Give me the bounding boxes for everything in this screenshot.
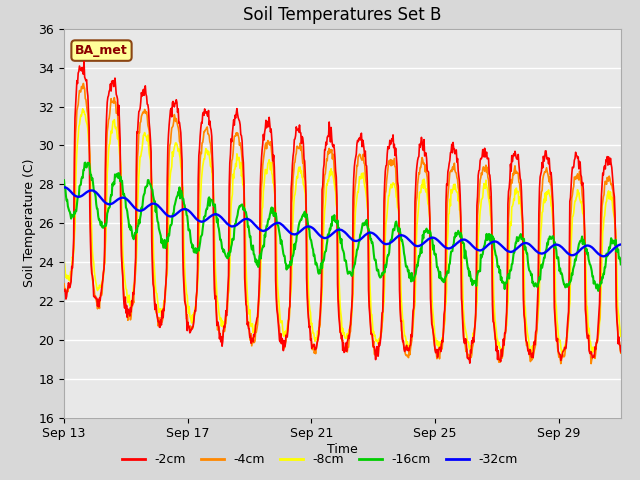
Y-axis label: Soil Temperature (C): Soil Temperature (C)	[22, 159, 36, 288]
X-axis label: Time: Time	[327, 443, 358, 456]
Legend: -2cm, -4cm, -8cm, -16cm, -32cm: -2cm, -4cm, -8cm, -16cm, -32cm	[117, 448, 523, 471]
Title: Soil Temperatures Set B: Soil Temperatures Set B	[243, 6, 442, 24]
Text: BA_met: BA_met	[75, 44, 128, 57]
